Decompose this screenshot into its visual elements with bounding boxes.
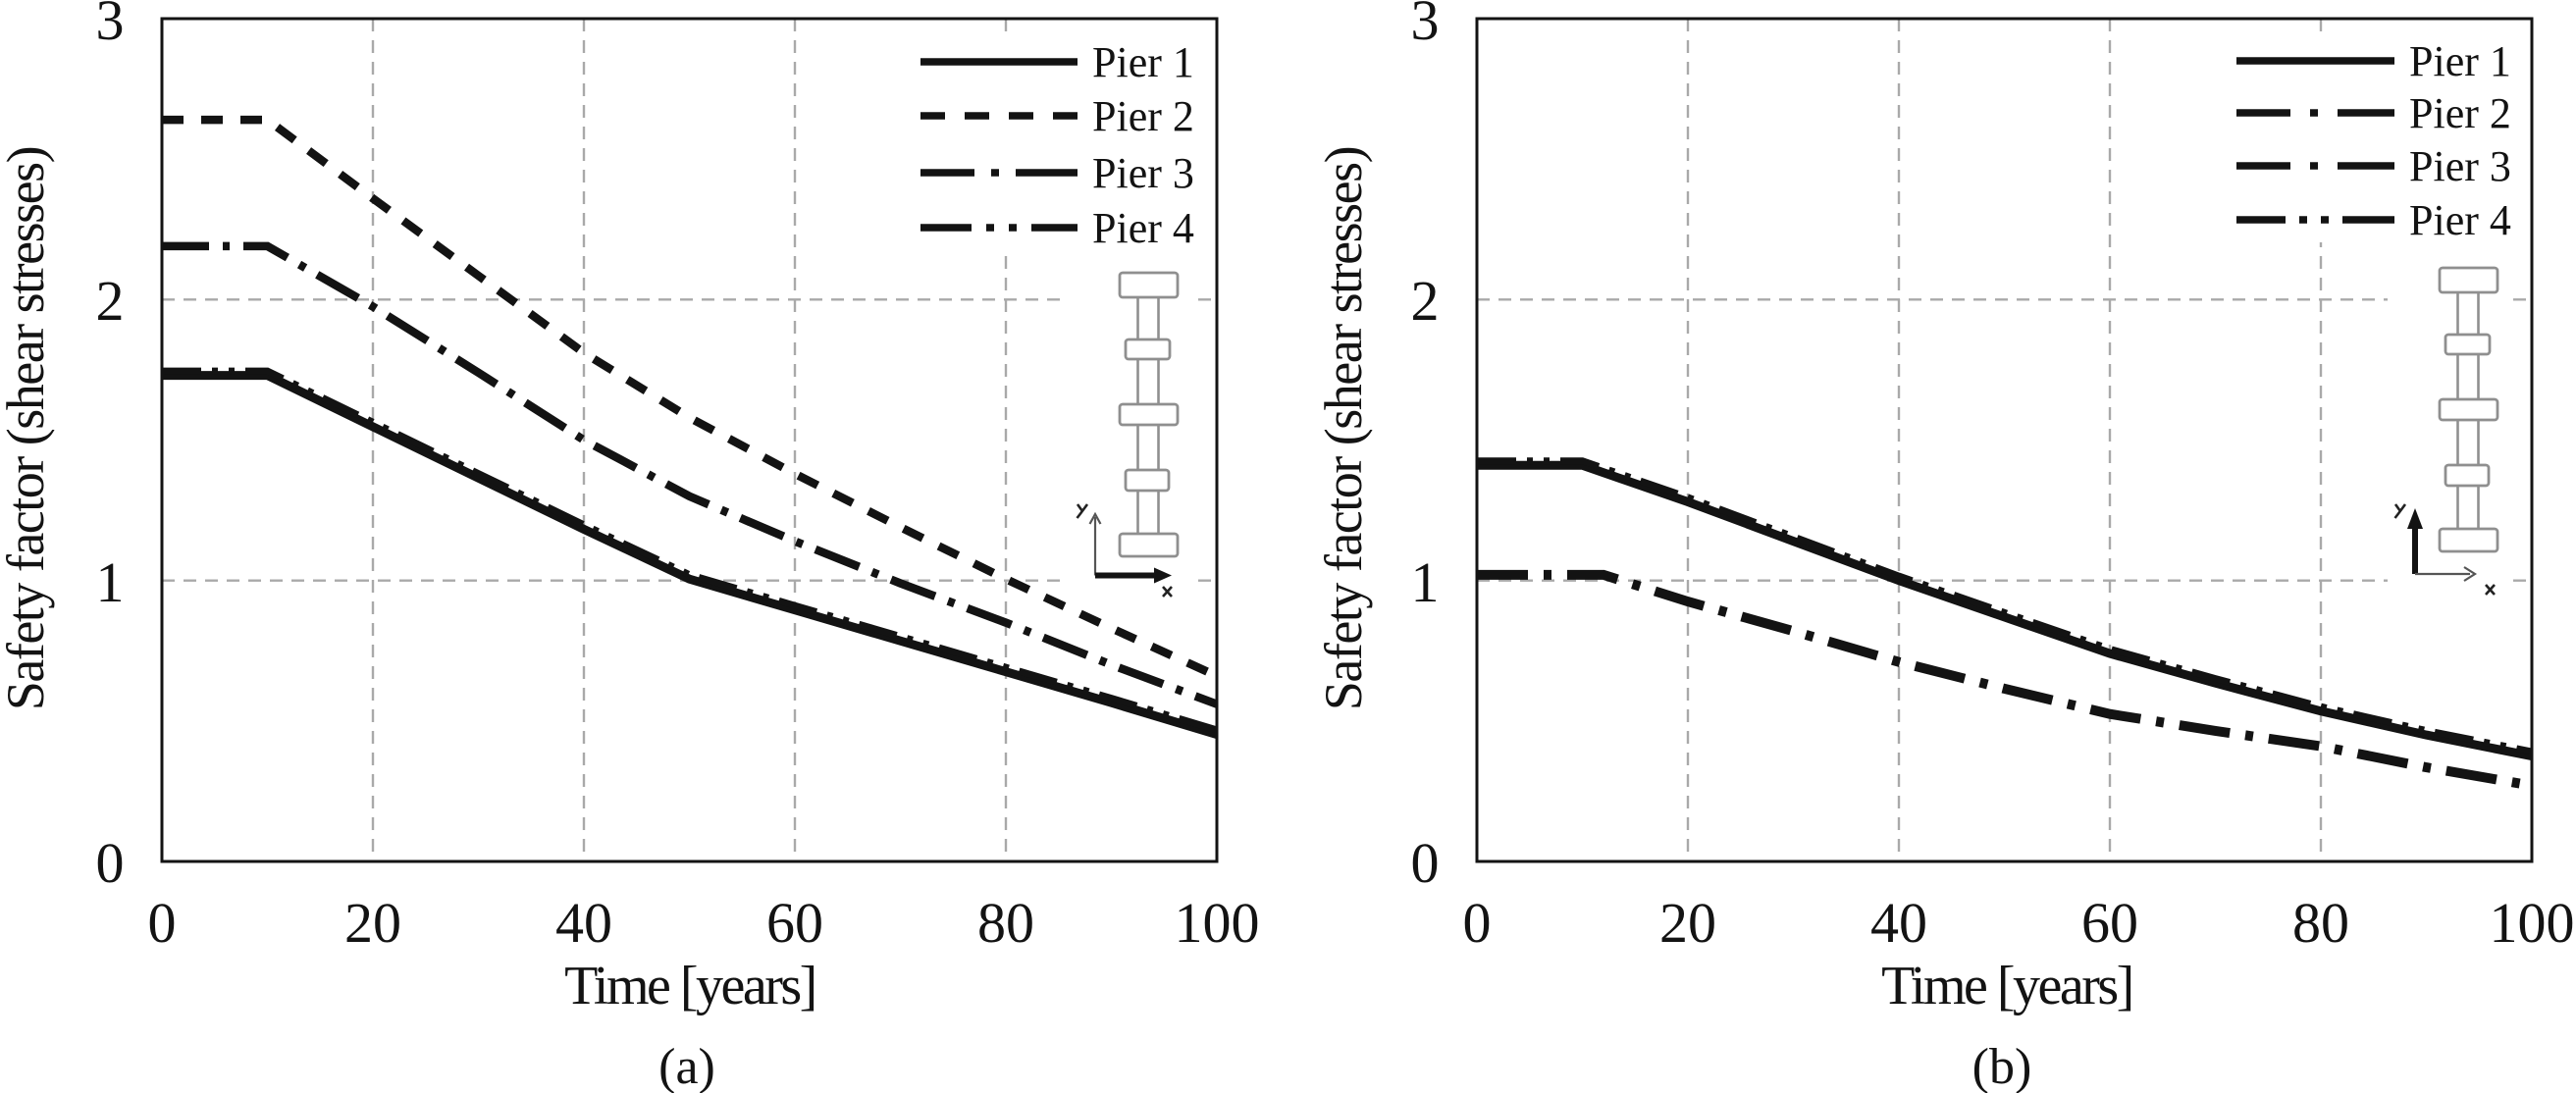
svg-text:0: 0 <box>1411 831 1440 895</box>
svg-text:100: 100 <box>1175 891 1260 955</box>
svg-text:Pier 2: Pier 2 <box>1092 92 1194 140</box>
svg-text:20: 20 <box>1659 891 1716 955</box>
svg-text:3: 3 <box>1411 0 1440 52</box>
svg-text:20: 20 <box>344 891 401 955</box>
svg-text:Time [years]: Time [years] <box>1881 956 2132 1016</box>
svg-text:Pier 1: Pier 1 <box>1092 38 1194 86</box>
svg-text:(a): (a) <box>658 1039 715 1093</box>
svg-text:(b): (b) <box>1972 1039 2032 1093</box>
svg-text:40: 40 <box>555 891 612 955</box>
svg-text:Pier 3: Pier 3 <box>1092 149 1194 197</box>
svg-text:2: 2 <box>96 269 125 333</box>
svg-text:80: 80 <box>977 891 1034 955</box>
svg-text:100: 100 <box>2490 891 2575 955</box>
svg-text:3: 3 <box>96 0 125 52</box>
svg-text:0: 0 <box>1463 891 1492 955</box>
svg-text:Pier 4: Pier 4 <box>2409 196 2511 244</box>
svg-text:Safety factor (shear stresses): Safety factor (shear stresses) <box>1314 147 1373 710</box>
svg-text:1: 1 <box>1411 550 1440 614</box>
svg-text:Time [years]: Time [years] <box>564 956 815 1016</box>
svg-text:60: 60 <box>766 891 823 955</box>
svg-text:0: 0 <box>148 891 177 955</box>
svg-text:40: 40 <box>1870 891 1927 955</box>
svg-text:Pier 3: Pier 3 <box>2409 142 2511 190</box>
svg-text:Pier 4: Pier 4 <box>1092 204 1194 252</box>
svg-text:Pier 1: Pier 1 <box>2409 37 2511 85</box>
svg-text:60: 60 <box>2081 891 2138 955</box>
svg-text:1: 1 <box>96 550 125 614</box>
svg-text:Safety factor (shear stresses): Safety factor (shear stresses) <box>0 147 55 710</box>
svg-text:80: 80 <box>2292 891 2349 955</box>
svg-text:Pier 2: Pier 2 <box>2409 89 2511 137</box>
svg-text:0: 0 <box>96 831 125 895</box>
svg-text:2: 2 <box>1411 269 1440 333</box>
